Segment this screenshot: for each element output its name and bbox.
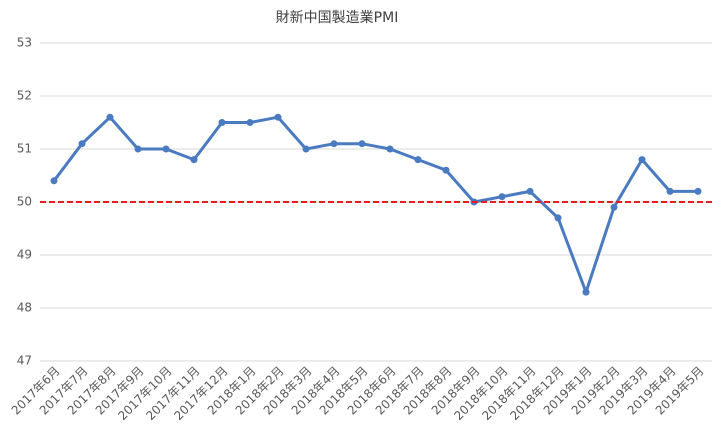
data-point [50, 177, 58, 185]
data-point [666, 187, 674, 195]
chart-title: 財新中国製造業PMI [276, 10, 399, 26]
series-line [52, 115, 698, 294]
data-point [190, 156, 198, 164]
y-tick-label: 48 [17, 301, 32, 315]
data-point [218, 119, 226, 126]
data-point [302, 145, 310, 153]
data-point [610, 203, 618, 211]
data-point [694, 187, 702, 195]
y-tick-label: 47 [17, 354, 32, 368]
data-point [554, 214, 562, 222]
data-point [134, 145, 142, 153]
y-tick-label: 52 [17, 89, 32, 103]
data-point [498, 193, 506, 201]
y-tick-label: 50 [17, 195, 32, 209]
y-tick-label: 51 [17, 142, 32, 156]
data-point [358, 140, 366, 148]
y-tick-label: 53 [17, 36, 32, 50]
data-point [442, 166, 450, 174]
data-point [638, 156, 646, 164]
data-point [526, 187, 534, 195]
data-point [582, 288, 590, 296]
data-point [162, 145, 170, 153]
data-point [330, 140, 338, 148]
data-point [106, 113, 114, 121]
data-point [414, 156, 422, 164]
data-point [386, 145, 394, 153]
y-tick-label: 49 [17, 248, 32, 262]
data-point [78, 140, 86, 148]
data-point [246, 119, 254, 126]
data-point [274, 113, 282, 121]
